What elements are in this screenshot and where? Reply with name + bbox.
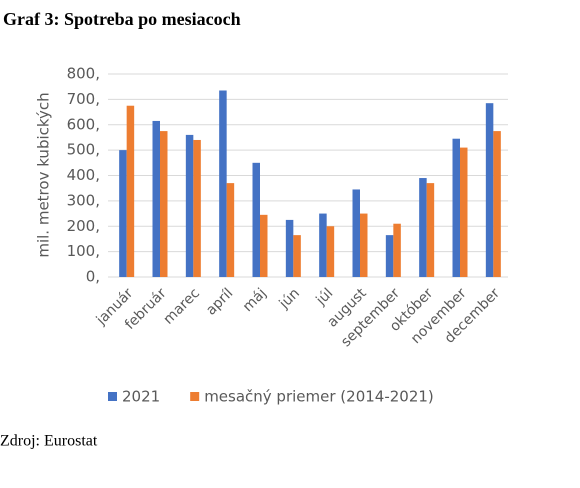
bar: [319, 213, 327, 277]
legend-label: mesačný priemer (2014-2021): [204, 388, 434, 406]
source-note: Zdroj: Eurostat: [0, 433, 98, 450]
bar: [285, 219, 294, 277]
x-tick-label: júl: [313, 285, 337, 309]
y-tick-label: 600,: [67, 115, 100, 133]
x-tick-label: jún: [276, 285, 303, 312]
bar: [152, 120, 160, 277]
y-tick-label: 800,: [67, 65, 100, 83]
bar: [485, 103, 494, 278]
bar: [452, 138, 460, 277]
x-tick-label: máj: [240, 285, 270, 315]
bar: [426, 183, 435, 277]
y-tick-label: 0,: [86, 268, 100, 286]
bar: [260, 214, 268, 277]
x-tick-label: apríl: [203, 285, 236, 318]
legend-swatch: [108, 392, 117, 401]
y-tick-label: 300,: [67, 191, 100, 209]
legend-label: 2021: [122, 388, 160, 406]
bar: [393, 223, 401, 277]
y-axis-label: mil. metrov kubických: [35, 92, 53, 257]
y-tick-label: 100,: [67, 242, 100, 260]
y-tick-label: 400,: [67, 166, 100, 184]
bar: [119, 150, 127, 277]
bar: [385, 235, 394, 277]
bar: [160, 131, 168, 277]
bar: [293, 235, 301, 277]
y-tick-label: 200,: [67, 217, 100, 235]
bar: [185, 134, 194, 277]
bar: [219, 90, 227, 278]
bar: [126, 105, 135, 277]
chart-title: Graf 3: Spotreba po mesiacoch: [3, 9, 241, 29]
bar: [419, 178, 427, 277]
bar: [252, 162, 260, 277]
legend-swatch: [190, 392, 200, 401]
bar: [352, 189, 360, 277]
x-tick-label: marec: [161, 285, 203, 327]
y-tick-label: 700,: [67, 90, 100, 108]
bar: [493, 131, 501, 277]
bar: [460, 147, 468, 277]
bar: [326, 226, 335, 277]
bar: [193, 139, 201, 277]
y-tick-label: 500,: [67, 141, 100, 159]
bar: [226, 183, 235, 277]
bar: [360, 213, 368, 277]
